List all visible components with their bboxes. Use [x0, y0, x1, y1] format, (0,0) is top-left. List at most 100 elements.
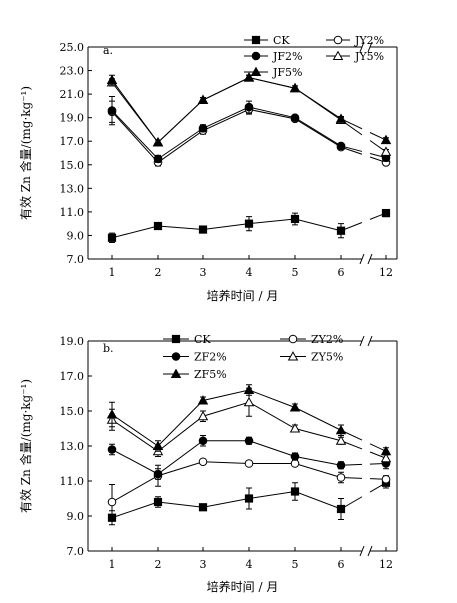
y-tick-label: 19.0	[60, 335, 85, 348]
data-point	[197, 395, 209, 405]
y-tick-label: 15.0	[60, 405, 85, 418]
series-JF2%	[107, 95, 391, 164]
y-tick-label: 13.0	[60, 440, 85, 453]
series-CK	[107, 477, 391, 526]
y-tick-label: 17.0	[60, 370, 85, 383]
y-axis-label: 有效 Zn 含量/(mg·kg⁻¹)	[18, 379, 33, 513]
data-point	[197, 410, 209, 421]
data-point	[244, 219, 254, 228]
legend-label: ZF5%	[194, 368, 227, 381]
series-line-segment	[369, 132, 387, 141]
legend-label: JY5%	[354, 50, 384, 63]
legend-marker	[333, 35, 343, 45]
legend-marker	[170, 368, 182, 379]
series-line	[111, 77, 342, 144]
legend-label: CK	[194, 333, 211, 346]
data-point	[244, 436, 254, 446]
data-point	[336, 460, 346, 470]
legend-marker	[251, 51, 261, 61]
data-point	[198, 457, 208, 467]
data-point	[336, 226, 346, 235]
series-line	[111, 389, 342, 447]
x-tick-label: 4	[246, 558, 253, 571]
y-tick-label: 9.0	[67, 510, 85, 523]
series-line	[111, 461, 342, 503]
data-point	[198, 436, 208, 446]
series-line	[111, 490, 342, 519]
y-tick-label: 19.0	[60, 112, 85, 125]
x-tick-label: 2	[155, 558, 162, 571]
y-tick-label: 7.0	[67, 545, 85, 558]
data-point	[153, 497, 163, 507]
axis-break-mark	[359, 545, 373, 557]
series-line	[111, 108, 342, 164]
data-point	[106, 409, 118, 419]
series-line	[111, 401, 342, 452]
series-CK	[107, 208, 391, 244]
series-line	[111, 77, 342, 144]
chart-panel-b: 7.09.011.013.015.017.019.01 2 3 4 5 6 12b.培养时间…	[18, 333, 398, 594]
data-point	[244, 494, 254, 503]
data-point	[290, 487, 300, 496]
axis-break-mark-top	[359, 41, 373, 53]
data-point	[289, 82, 301, 93]
data-point	[107, 106, 117, 115]
data-point	[198, 123, 208, 133]
x-tick-label: 1	[109, 558, 116, 571]
data-point	[336, 141, 346, 151]
x-tick-label: 5	[292, 266, 299, 279]
x-tick-label: 6	[338, 266, 345, 279]
data-point	[153, 221, 163, 231]
legend-label: ZY5%	[311, 351, 343, 364]
legend-label: JF5%	[272, 66, 303, 79]
series-line	[111, 218, 342, 239]
x-tick-label: 4	[246, 266, 253, 279]
x-axis-label: 培养时间 / 月	[207, 579, 279, 594]
y-tick-label: 15.0	[60, 159, 85, 172]
data-point	[244, 102, 254, 112]
data-point	[335, 113, 347, 123]
legend-marker	[287, 351, 299, 361]
data-point	[289, 423, 301, 433]
x-tick-label: 12	[379, 558, 393, 571]
legend-label: JY2%	[354, 34, 384, 47]
y-tick-label: 17.0	[60, 135, 85, 148]
legend-label: ZF2%	[194, 351, 227, 364]
axis-break-mark	[359, 253, 373, 265]
legend-marker	[288, 334, 298, 344]
y-tick-label: 21.0	[60, 88, 85, 101]
y-tick-label: 13.0	[60, 182, 85, 195]
x-tick-label: 1	[109, 266, 116, 279]
series-line-segment	[369, 443, 387, 452]
data-point	[290, 452, 300, 461]
data-point	[107, 497, 117, 507]
data-point	[336, 504, 346, 514]
x-tick-label: 3	[200, 558, 207, 571]
data-point	[107, 233, 117, 242]
data-point	[290, 214, 300, 224]
series-ZF5%	[106, 384, 392, 456]
series-line	[111, 106, 342, 160]
data-point	[380, 146, 392, 156]
panel-label: a.	[103, 44, 113, 57]
data-point	[243, 396, 255, 407]
legend: CK JY2% JF2% JY5% JF5%	[244, 34, 384, 79]
y-tick-label: 23.0	[60, 65, 85, 78]
legend-marker	[250, 66, 262, 77]
data-point	[380, 134, 392, 145]
data-point	[381, 474, 391, 484]
y-tick-label: 25.0	[60, 41, 85, 54]
y-axis-label: 有效 Zn 含量/(mg·kg⁻¹)	[18, 86, 33, 220]
series-ZF2%	[107, 435, 391, 480]
data-point	[197, 94, 209, 105]
legend-label: CK	[273, 34, 290, 47]
legend-marker	[332, 50, 344, 61]
x-axis-label: 培养时间 / 月	[207, 288, 279, 303]
data-point	[380, 452, 392, 463]
x-tick-label: 12	[379, 266, 393, 279]
y-tick-label: 11.0	[60, 206, 85, 219]
data-point	[107, 445, 117, 454]
data-point	[336, 473, 346, 482]
series-line-segment	[369, 451, 387, 459]
